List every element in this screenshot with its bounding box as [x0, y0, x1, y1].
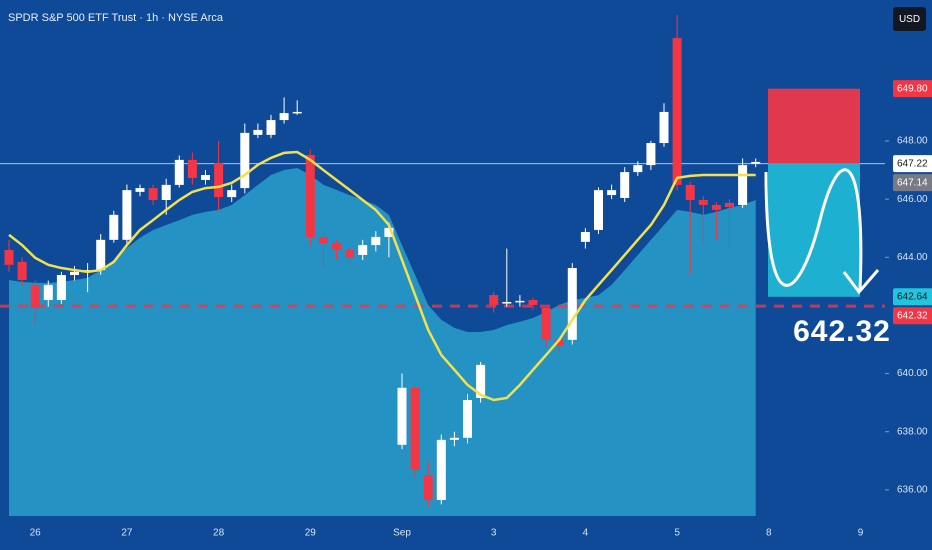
candle-body: [122, 190, 132, 240]
candle-body: [489, 295, 499, 305]
price-label: 642.64: [897, 291, 928, 302]
price-label: 642.32: [897, 310, 928, 321]
candle-body: [607, 190, 617, 196]
x-tick-label: 4: [583, 528, 589, 539]
candle-body: [659, 111, 669, 144]
candle-body: [345, 250, 355, 258]
x-tick-label: 28: [213, 528, 225, 539]
candle-body: [109, 214, 119, 240]
candle-body: [633, 165, 643, 173]
candle-body: [672, 38, 682, 185]
candle-body: [541, 307, 551, 340]
candle-body: [70, 271, 79, 276]
currency-label[interactable]: USD: [899, 14, 920, 25]
candle-body: [685, 184, 695, 201]
candle-body: [646, 143, 656, 166]
candle-body: [240, 132, 250, 189]
y-tick-label: 646.00: [897, 194, 928, 205]
candle-body: [17, 261, 27, 280]
currency-button[interactable]: [893, 7, 926, 31]
x-tick-label: 3: [491, 528, 497, 539]
candle-body: [318, 236, 328, 244]
x-tick-label: 26: [30, 528, 42, 539]
candle-body: [4, 250, 14, 265]
candle-body: [43, 284, 53, 301]
candle-body: [436, 439, 446, 501]
candle-body: [751, 161, 761, 164]
y-tick-label: 648.00: [897, 136, 928, 147]
candle-body: [567, 268, 577, 340]
stop-zone: [768, 88, 860, 164]
candle-body: [305, 154, 315, 237]
candle-body: [187, 159, 197, 178]
chart-title: SPDR S&P 500 ETF Trust · 1h · NYSE Arca: [8, 12, 224, 24]
forecast-curve: [764, 168, 863, 291]
candle-body: [423, 475, 433, 501]
candle-body: [476, 364, 486, 398]
candle-body: [96, 239, 106, 271]
y-tick-label: 638.00: [897, 426, 928, 437]
candle-body: [253, 129, 263, 135]
y-tick-label: 640.00: [897, 368, 928, 379]
candle-body: [371, 236, 381, 246]
price-label: 647.22: [897, 158, 928, 169]
x-tick-label: 8: [766, 528, 772, 539]
area: [9, 168, 756, 516]
candle-body: [384, 227, 394, 237]
candle-body: [502, 302, 512, 304]
price-label-box: [893, 288, 932, 306]
x-tick-label: 9: [858, 528, 864, 539]
candle-body: [201, 175, 210, 180]
y-tick-label: 636.00: [897, 484, 928, 495]
x-tick-label: 27: [121, 528, 133, 539]
candle-body: [161, 184, 171, 201]
candle-body: [227, 190, 237, 198]
price-label-box: [893, 307, 932, 325]
candle-body: [725, 202, 734, 207]
candle-body: [56, 275, 66, 301]
price-label: 649.80: [897, 83, 928, 94]
candle-body: [358, 245, 368, 255]
candle-body: [148, 188, 158, 201]
candle-body: [711, 204, 721, 210]
candle-body: [580, 231, 590, 242]
candle-body: [620, 172, 630, 198]
price-label-box: [893, 174, 932, 192]
x-tick-label: 29: [305, 528, 317, 539]
plot-area: [0, 15, 889, 516]
price-label: 647.14: [897, 177, 928, 188]
candle-body: [397, 387, 407, 445]
candle-body: [279, 113, 289, 121]
price-label-box: [893, 155, 932, 173]
forecast-arrow: [842, 269, 880, 295]
candle-body: [698, 200, 708, 205]
candle-body: [214, 163, 224, 198]
candle-body: [410, 387, 420, 470]
price-label-box: [893, 80, 932, 98]
candle-body: [463, 400, 472, 438]
candle-body: [292, 111, 302, 114]
candle-body: [266, 120, 276, 135]
candle-body: [528, 300, 538, 305]
moving-average: [8, 150, 756, 402]
candle-body: [515, 300, 525, 303]
candle-body: [174, 159, 184, 185]
candle-body: [135, 188, 145, 192]
candle-body: [30, 284, 40, 308]
x-tick-label: Sep: [393, 528, 411, 539]
candle-body: [738, 165, 748, 205]
candle-body: [554, 339, 564, 346]
candle-body: [332, 243, 341, 251]
y-tick-label: 644.00: [897, 252, 928, 263]
x-tick-label: 5: [674, 528, 680, 539]
annotation: 642.32: [793, 315, 891, 348]
candle-body: [449, 437, 459, 440]
candle-body: [594, 190, 603, 230]
